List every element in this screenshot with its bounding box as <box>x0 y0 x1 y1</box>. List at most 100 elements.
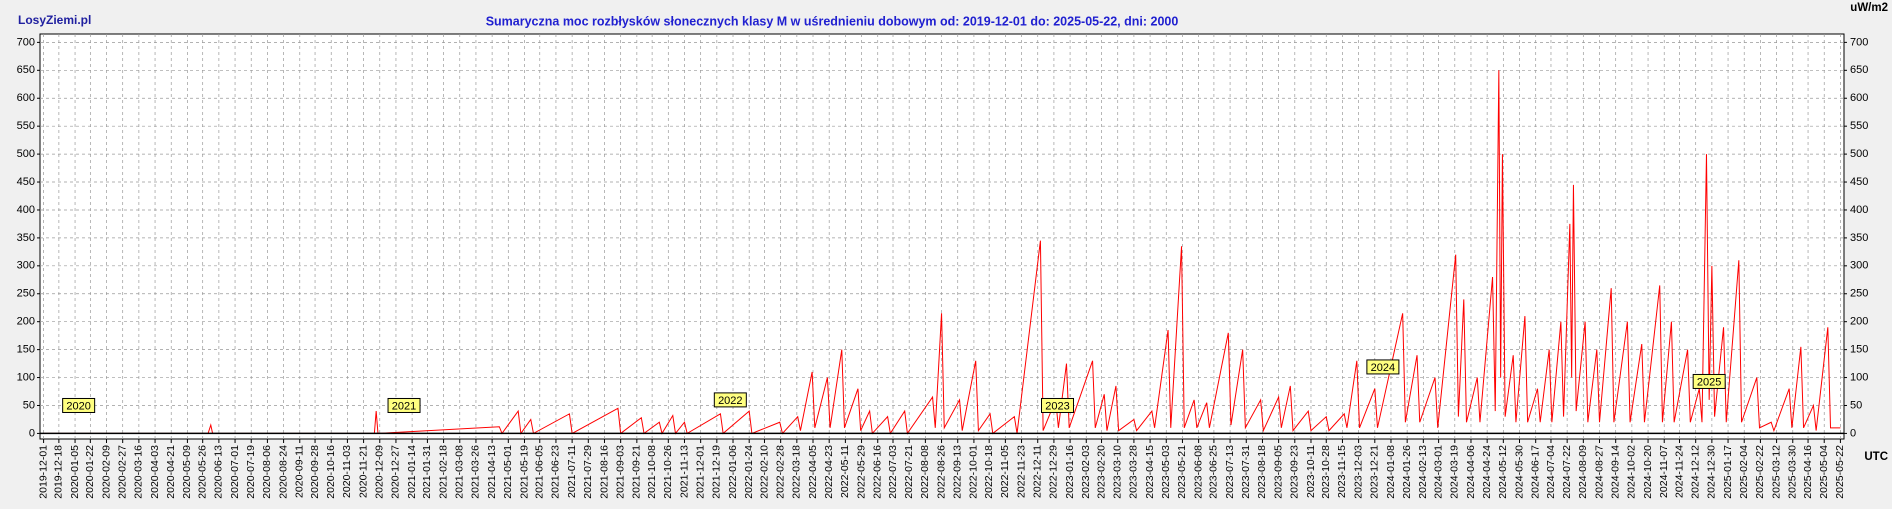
x-tick-label: 2021-05-01 <box>502 445 514 499</box>
x-tick-label: 2023-07-13 <box>1224 445 1236 499</box>
x-tick-label: 2022-03-18 <box>791 445 803 499</box>
x-tick-label: 2024-04-06 <box>1465 445 1477 499</box>
x-tick-label: 2023-06-25 <box>1208 445 1220 499</box>
x-tick-label: 2025-05-04 <box>1818 445 1830 499</box>
x-unit: UTC <box>1864 451 1888 463</box>
x-tick-label: 2021-07-11 <box>566 445 578 498</box>
x-tick-label: 2020-04-21 <box>165 445 177 499</box>
x-tick-label: 2021-06-05 <box>534 445 546 499</box>
x-tick-label: 2025-02-22 <box>1754 445 1766 499</box>
x-tick-label: 2020-01-05 <box>69 445 81 499</box>
y2-tick-label: 600 <box>1850 92 1868 104</box>
y2-tick-label: 400 <box>1850 204 1868 216</box>
x-tick-label: 2022-02-28 <box>774 445 786 499</box>
x-tick-label: 2021-06-23 <box>550 445 562 499</box>
y-tick-label: 550 <box>17 120 35 132</box>
x-tick-label: 2023-08-18 <box>1256 445 1268 499</box>
y-tick-label: 650 <box>17 64 35 76</box>
x-tick-label: 2023-09-05 <box>1272 445 1284 499</box>
x-tick-label: 2020-08-24 <box>277 445 289 499</box>
y2-tick-label: 500 <box>1850 148 1868 160</box>
x-tick-label: 2023-06-08 <box>1192 445 1204 499</box>
x-tick-label: 2024-12-12 <box>1689 445 1701 499</box>
x-tick-label: 2025-04-16 <box>1802 445 1814 499</box>
x-tick-label: 2024-04-24 <box>1481 445 1493 499</box>
x-tick-label: 2023-04-15 <box>1144 445 1156 499</box>
y2-tick-label: 150 <box>1850 344 1868 356</box>
y2-tick-label: 350 <box>1850 232 1868 244</box>
y-tick-label: 0 <box>29 427 35 439</box>
x-tick-label: 2021-10-26 <box>662 445 674 499</box>
year-label: 2025 <box>1697 376 1721 388</box>
y2-tick-label: 450 <box>1850 176 1868 188</box>
x-tick-label: 2024-03-19 <box>1449 445 1461 499</box>
y-tick-label: 500 <box>17 148 35 160</box>
x-tick-label: 2023-07-31 <box>1240 445 1252 499</box>
x-tick-label: 2022-11-05 <box>999 445 1011 498</box>
x-tick-label: 2022-02-10 <box>758 445 770 499</box>
x-tick-label: 2020-12-09 <box>374 445 386 499</box>
year-box <box>387 397 421 413</box>
x-tick-label: 2023-10-28 <box>1320 445 1332 499</box>
x-tick-label: 2023-12-21 <box>1369 445 1381 499</box>
x-tick-label: 2024-01-08 <box>1385 445 1397 499</box>
x-tick-label: 2024-11-07 <box>1658 445 1670 498</box>
x-tick-label: 2022-07-21 <box>903 445 915 499</box>
year-label: 2021 <box>392 400 416 412</box>
x-tick-label: 2024-06-17 <box>1529 445 1541 499</box>
x-tick-label: 2024-10-02 <box>1626 445 1638 499</box>
x-tick-label: 2023-03-28 <box>1128 445 1140 499</box>
x-tick-label: 2023-12-03 <box>1352 445 1364 499</box>
year-label: 2023 <box>1045 400 1069 412</box>
y2-tick-label: 100 <box>1850 371 1868 383</box>
x-tick-label: 2020-05-26 <box>196 445 208 499</box>
x-tick-label: 2020-12-27 <box>390 445 402 499</box>
x-tick-label: 2023-10-11 <box>1305 445 1317 498</box>
x-tick-label: 2025-05-22 <box>1834 445 1846 499</box>
x-tick-label: 2024-11-24 <box>1673 445 1685 498</box>
y-tick-label: 150 <box>17 344 35 356</box>
y-tick-label: 350 <box>17 232 35 244</box>
year-label: 2020 <box>66 400 90 412</box>
x-tick-label: 2019-12-18 <box>53 445 65 499</box>
x-tick-label: 2020-09-28 <box>309 445 321 499</box>
x-tick-label: 2022-12-11 <box>1032 445 1044 498</box>
x-tick-label: 2022-01-24 <box>743 445 755 499</box>
x-tick-label: 2022-11-23 <box>1015 445 1027 498</box>
plot-area <box>39 33 1845 440</box>
x-tick-label: 2022-07-03 <box>887 445 899 499</box>
x-tick-label: 2021-11-13 <box>678 445 690 498</box>
x-tick-label: 2020-09-11 <box>294 445 306 498</box>
x-tick-label: 2022-01-06 <box>727 445 739 499</box>
x-tick-label: 2023-09-23 <box>1289 445 1301 499</box>
x-tick-label: 2021-05-19 <box>518 445 530 499</box>
y2-tick-label: 550 <box>1850 120 1868 132</box>
y-tick-label: 50 <box>23 399 35 411</box>
x-tick-label: 2022-08-26 <box>935 445 947 499</box>
y-tick-label: 450 <box>17 176 35 188</box>
x-tick-label: 2020-02-09 <box>100 445 112 499</box>
x-tick-label: 2023-01-16 <box>1064 445 1076 499</box>
x-tick-label: 2025-01-17 <box>1722 445 1734 499</box>
x-tick-label: 2020-10-16 <box>325 445 337 499</box>
x-tick-label: 2020-06-13 <box>213 445 225 499</box>
x-tick-label: 2021-08-16 <box>598 445 610 499</box>
chart-title: Sumaryczna moc rozbłysków słonecznych kl… <box>486 14 1179 28</box>
y-tick-label: 600 <box>17 92 35 104</box>
x-tick-label: 2025-03-12 <box>1770 445 1782 499</box>
x-tick-label: 2021-09-21 <box>631 445 643 499</box>
y2-tick-label: 300 <box>1850 260 1868 272</box>
x-tick-label: 2022-10-01 <box>968 445 980 499</box>
y2-tick-label: 250 <box>1850 288 1868 300</box>
x-tick-label: 2021-01-14 <box>406 445 418 499</box>
x-tick-label: 2024-05-30 <box>1513 445 1525 499</box>
y2-tick-label: 50 <box>1850 399 1862 411</box>
x-tick-label: 2022-05-29 <box>855 445 867 499</box>
y2-tick-label: 200 <box>1850 316 1868 328</box>
x-tick-label: 2021-02-18 <box>437 445 449 499</box>
x-tick-label: 2024-05-12 <box>1497 445 1509 499</box>
year-box <box>713 392 747 408</box>
x-tick-label: 2022-12-29 <box>1048 445 1060 499</box>
x-tick-label: 2024-12-30 <box>1706 445 1718 499</box>
